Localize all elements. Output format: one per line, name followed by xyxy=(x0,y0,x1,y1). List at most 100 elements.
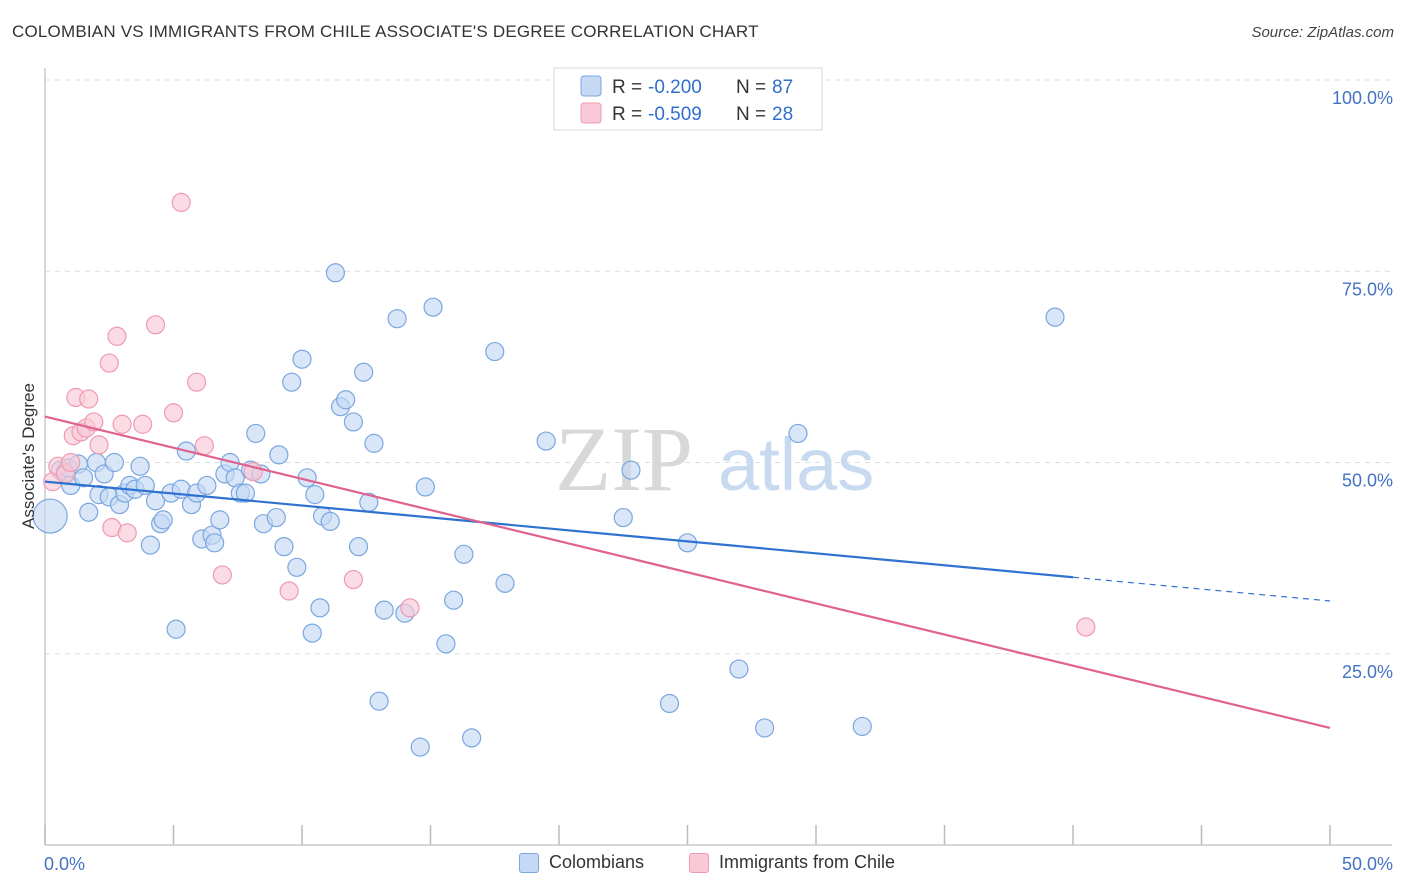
y-axis-title: Associate's Degree xyxy=(19,383,38,529)
point-colombians xyxy=(354,362,374,382)
point-colombians xyxy=(348,537,369,557)
legend-swatch-pink xyxy=(580,102,602,124)
point-colombians xyxy=(485,341,505,362)
point-colombians xyxy=(153,510,173,530)
point-colombians xyxy=(621,460,641,480)
point-colombians xyxy=(274,537,294,557)
point-colombians xyxy=(536,431,556,451)
legend-r-value-1: -0.200 xyxy=(648,77,702,98)
point-colombians xyxy=(729,659,749,679)
point-chile xyxy=(133,414,153,434)
point-colombians xyxy=(197,475,217,496)
chart-source: Source: ZipAtlas.com xyxy=(1251,24,1394,41)
point-colombians xyxy=(387,309,407,329)
y-tick-label: 25.0% xyxy=(1342,662,1393,682)
point-colombians xyxy=(140,535,160,555)
point-colombians xyxy=(282,372,302,392)
point-colombians xyxy=(659,693,680,714)
point-colombians xyxy=(364,433,384,453)
point-colombians xyxy=(320,511,340,532)
point-chile xyxy=(117,523,137,543)
point-colombians xyxy=(374,600,394,620)
swatch-colombians xyxy=(519,852,539,873)
point-chile xyxy=(99,353,119,373)
point-colombians xyxy=(423,297,443,317)
point-colombians xyxy=(79,502,99,522)
legend-n-label-1: N = xyxy=(736,77,766,98)
point-colombians xyxy=(336,390,356,410)
point-colombians xyxy=(410,737,430,757)
point-colombians xyxy=(852,716,872,737)
point-colombians xyxy=(73,468,94,488)
legend-r-label-1: R = xyxy=(612,77,642,98)
point-colombians xyxy=(343,412,363,432)
point-colombians xyxy=(754,718,775,738)
point-colombians xyxy=(415,477,435,497)
point-colombians xyxy=(269,445,289,465)
point-colombians xyxy=(495,573,515,593)
point-colombians xyxy=(32,498,68,534)
legend-n-value-1: 87 xyxy=(772,77,793,98)
legend-n-value-2: 28 xyxy=(772,104,793,125)
axis-layer xyxy=(44,68,1392,846)
tick-labels: 100.0% 75.0% 50.0% 25.0% 0.0% 50.0% xyxy=(44,88,1393,874)
point-colombians xyxy=(166,619,186,639)
swatch-chile xyxy=(689,852,709,873)
point-chile xyxy=(400,598,420,618)
point-colombians xyxy=(205,533,225,553)
point-colombians xyxy=(292,349,312,369)
chart-title: COLOMBIAN VS IMMIGRANTS FROM CHILE ASSOC… xyxy=(12,22,759,41)
point-colombians xyxy=(310,598,330,618)
point-chile xyxy=(145,315,166,335)
point-colombians xyxy=(369,691,389,711)
y-tick-label: 50.0% xyxy=(1342,471,1393,491)
point-chile xyxy=(1076,617,1096,637)
point-colombians xyxy=(444,590,464,610)
point-colombians xyxy=(287,557,307,577)
point-colombians xyxy=(462,728,482,748)
watermark: ZIP atlas xyxy=(555,408,874,510)
y-tick-label: 75.0% xyxy=(1342,279,1393,299)
trend-line-chile xyxy=(44,415,1331,730)
point-chile xyxy=(79,389,99,409)
point-chile xyxy=(112,414,132,434)
point-colombians xyxy=(246,423,266,444)
point-colombians xyxy=(235,483,256,503)
point-chile xyxy=(212,565,232,585)
point-chile xyxy=(343,569,363,590)
points-layer xyxy=(32,192,1096,757)
grid-layer xyxy=(45,79,1392,655)
point-colombians xyxy=(454,544,474,564)
trend-line-colombians-extension xyxy=(1072,576,1331,602)
point-colombians xyxy=(325,263,346,283)
watermark-zip: ZIP xyxy=(555,408,693,510)
point-colombians xyxy=(1045,307,1065,327)
point-colombians xyxy=(613,507,633,528)
point-chile xyxy=(89,435,109,455)
trend-layer xyxy=(44,415,1331,730)
point-chile xyxy=(171,192,191,212)
point-chile xyxy=(163,403,184,423)
point-chile xyxy=(187,372,207,392)
legend-swatch-blue xyxy=(580,75,602,97)
point-chile xyxy=(61,452,81,473)
y-tick-label: 100.0% xyxy=(1332,88,1393,108)
point-chile xyxy=(194,436,214,456)
bottom-legend-colombians: Colombians xyxy=(519,852,644,873)
top-legend: R = -0.200 N = 87 R = -0.509 N = 28 xyxy=(553,67,823,131)
point-colombians xyxy=(130,456,150,476)
legend-n-label-2: N = xyxy=(736,104,766,125)
point-colombians xyxy=(302,623,322,643)
bottom-legend-label-1: Colombians xyxy=(549,852,645,872)
x-tick-label: 0.0% xyxy=(44,854,85,874)
bottom-legend-label-2: Immigrants from Chile xyxy=(719,852,896,872)
point-colombians xyxy=(104,452,124,473)
point-colombians xyxy=(266,507,286,528)
trend-line-colombians xyxy=(44,480,1074,579)
point-colombians xyxy=(305,485,325,505)
point-colombians xyxy=(788,423,808,444)
legend-r-label-2: R = xyxy=(612,104,642,125)
legend-r-value-2: -0.509 xyxy=(648,104,702,125)
point-chile xyxy=(107,326,127,346)
